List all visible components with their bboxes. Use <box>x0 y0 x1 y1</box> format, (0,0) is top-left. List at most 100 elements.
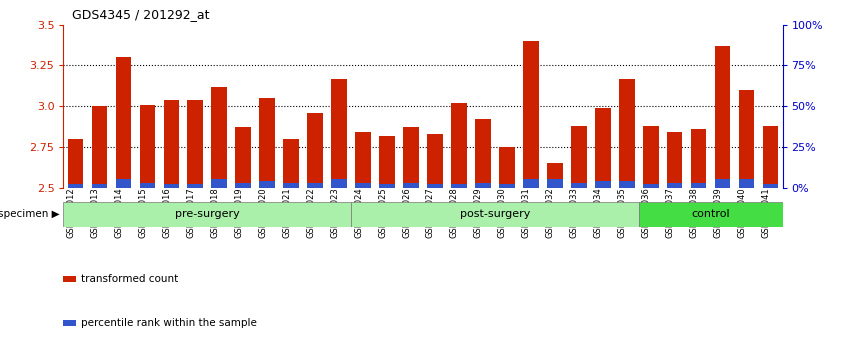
Bar <box>715 46 730 188</box>
Bar <box>499 184 514 188</box>
Bar <box>235 127 251 188</box>
Text: GSM842034: GSM842034 <box>594 188 602 238</box>
Text: GSM842025: GSM842025 <box>378 188 387 238</box>
Bar <box>68 139 83 188</box>
Bar <box>763 184 778 188</box>
Text: GSM842020: GSM842020 <box>258 188 267 238</box>
Bar <box>163 184 179 188</box>
Bar <box>235 183 251 188</box>
Bar <box>379 136 395 188</box>
Bar <box>739 179 755 188</box>
Bar <box>639 202 783 227</box>
Bar <box>643 126 658 188</box>
Text: GSM842023: GSM842023 <box>330 188 339 238</box>
Bar <box>63 320 76 326</box>
Text: GSM842026: GSM842026 <box>402 188 411 238</box>
Text: GSM842015: GSM842015 <box>139 188 147 238</box>
Text: GSM842038: GSM842038 <box>689 188 699 239</box>
Bar <box>283 139 299 188</box>
Bar <box>619 79 634 188</box>
Bar <box>499 147 514 188</box>
Bar <box>691 183 706 188</box>
Bar <box>332 79 347 188</box>
Text: GSM842019: GSM842019 <box>234 188 244 238</box>
Bar <box>547 163 563 188</box>
Text: GSM842035: GSM842035 <box>618 188 627 238</box>
Bar <box>307 183 323 188</box>
Bar <box>547 179 563 188</box>
Text: GSM842032: GSM842032 <box>546 188 555 238</box>
Text: GSM842022: GSM842022 <box>306 188 315 238</box>
Text: GSM842033: GSM842033 <box>570 188 579 239</box>
Bar <box>427 184 442 188</box>
Text: post-surgery: post-surgery <box>459 209 530 219</box>
Bar <box>619 181 634 188</box>
Bar <box>404 127 419 188</box>
Bar <box>715 179 730 188</box>
Text: control: control <box>691 209 730 219</box>
Bar <box>260 98 275 188</box>
Text: GSM842014: GSM842014 <box>114 188 124 238</box>
Bar <box>667 132 683 188</box>
Bar <box>63 276 76 282</box>
Text: GSM842021: GSM842021 <box>283 188 291 238</box>
Bar <box>116 179 131 188</box>
Bar <box>595 181 611 188</box>
Text: GSM842030: GSM842030 <box>498 188 507 238</box>
Bar <box>91 106 107 188</box>
Bar <box>667 183 683 188</box>
Bar <box>475 119 491 188</box>
Text: GSM842024: GSM842024 <box>354 188 363 238</box>
Bar <box>140 104 155 188</box>
Text: GSM842029: GSM842029 <box>474 188 483 238</box>
Bar <box>691 129 706 188</box>
Bar <box>332 179 347 188</box>
Bar <box>212 179 227 188</box>
Bar <box>91 184 107 188</box>
Text: GSM842027: GSM842027 <box>426 188 435 238</box>
Text: GSM842012: GSM842012 <box>67 188 75 238</box>
Text: GSM842016: GSM842016 <box>162 188 171 238</box>
Bar <box>379 184 395 188</box>
Bar <box>643 184 658 188</box>
Bar <box>475 183 491 188</box>
Text: percentile rank within the sample: percentile rank within the sample <box>81 318 257 328</box>
Text: GSM842040: GSM842040 <box>738 188 747 238</box>
Text: GSM842018: GSM842018 <box>211 188 219 238</box>
Bar <box>355 183 371 188</box>
Text: transformed count: transformed count <box>81 274 179 284</box>
Bar <box>283 183 299 188</box>
Bar <box>523 41 539 188</box>
Text: GSM842031: GSM842031 <box>522 188 531 238</box>
Text: GSM842013: GSM842013 <box>91 188 99 238</box>
Bar <box>116 57 131 188</box>
Bar <box>63 202 351 227</box>
Bar <box>212 87 227 188</box>
Bar <box>763 126 778 188</box>
Text: GSM842039: GSM842039 <box>714 188 722 238</box>
Bar <box>523 179 539 188</box>
Bar <box>351 202 639 227</box>
Bar <box>739 90 755 188</box>
Bar <box>571 183 586 188</box>
Text: GDS4345 / 201292_at: GDS4345 / 201292_at <box>72 8 210 21</box>
Bar <box>355 132 371 188</box>
Text: GSM842041: GSM842041 <box>761 188 771 238</box>
Bar <box>68 184 83 188</box>
Bar <box>163 100 179 188</box>
Bar <box>260 181 275 188</box>
Bar <box>188 184 203 188</box>
Bar <box>427 134 442 188</box>
Bar <box>307 113 323 188</box>
Bar <box>451 184 467 188</box>
Bar <box>595 108 611 188</box>
Bar <box>451 103 467 188</box>
Bar <box>571 126 586 188</box>
Text: pre-surgery: pre-surgery <box>175 209 239 219</box>
Text: GSM842017: GSM842017 <box>186 188 195 238</box>
Text: GSM842037: GSM842037 <box>666 188 675 239</box>
Bar <box>188 100 203 188</box>
Bar <box>404 183 419 188</box>
Text: GSM842036: GSM842036 <box>642 188 651 239</box>
Bar <box>140 183 155 188</box>
